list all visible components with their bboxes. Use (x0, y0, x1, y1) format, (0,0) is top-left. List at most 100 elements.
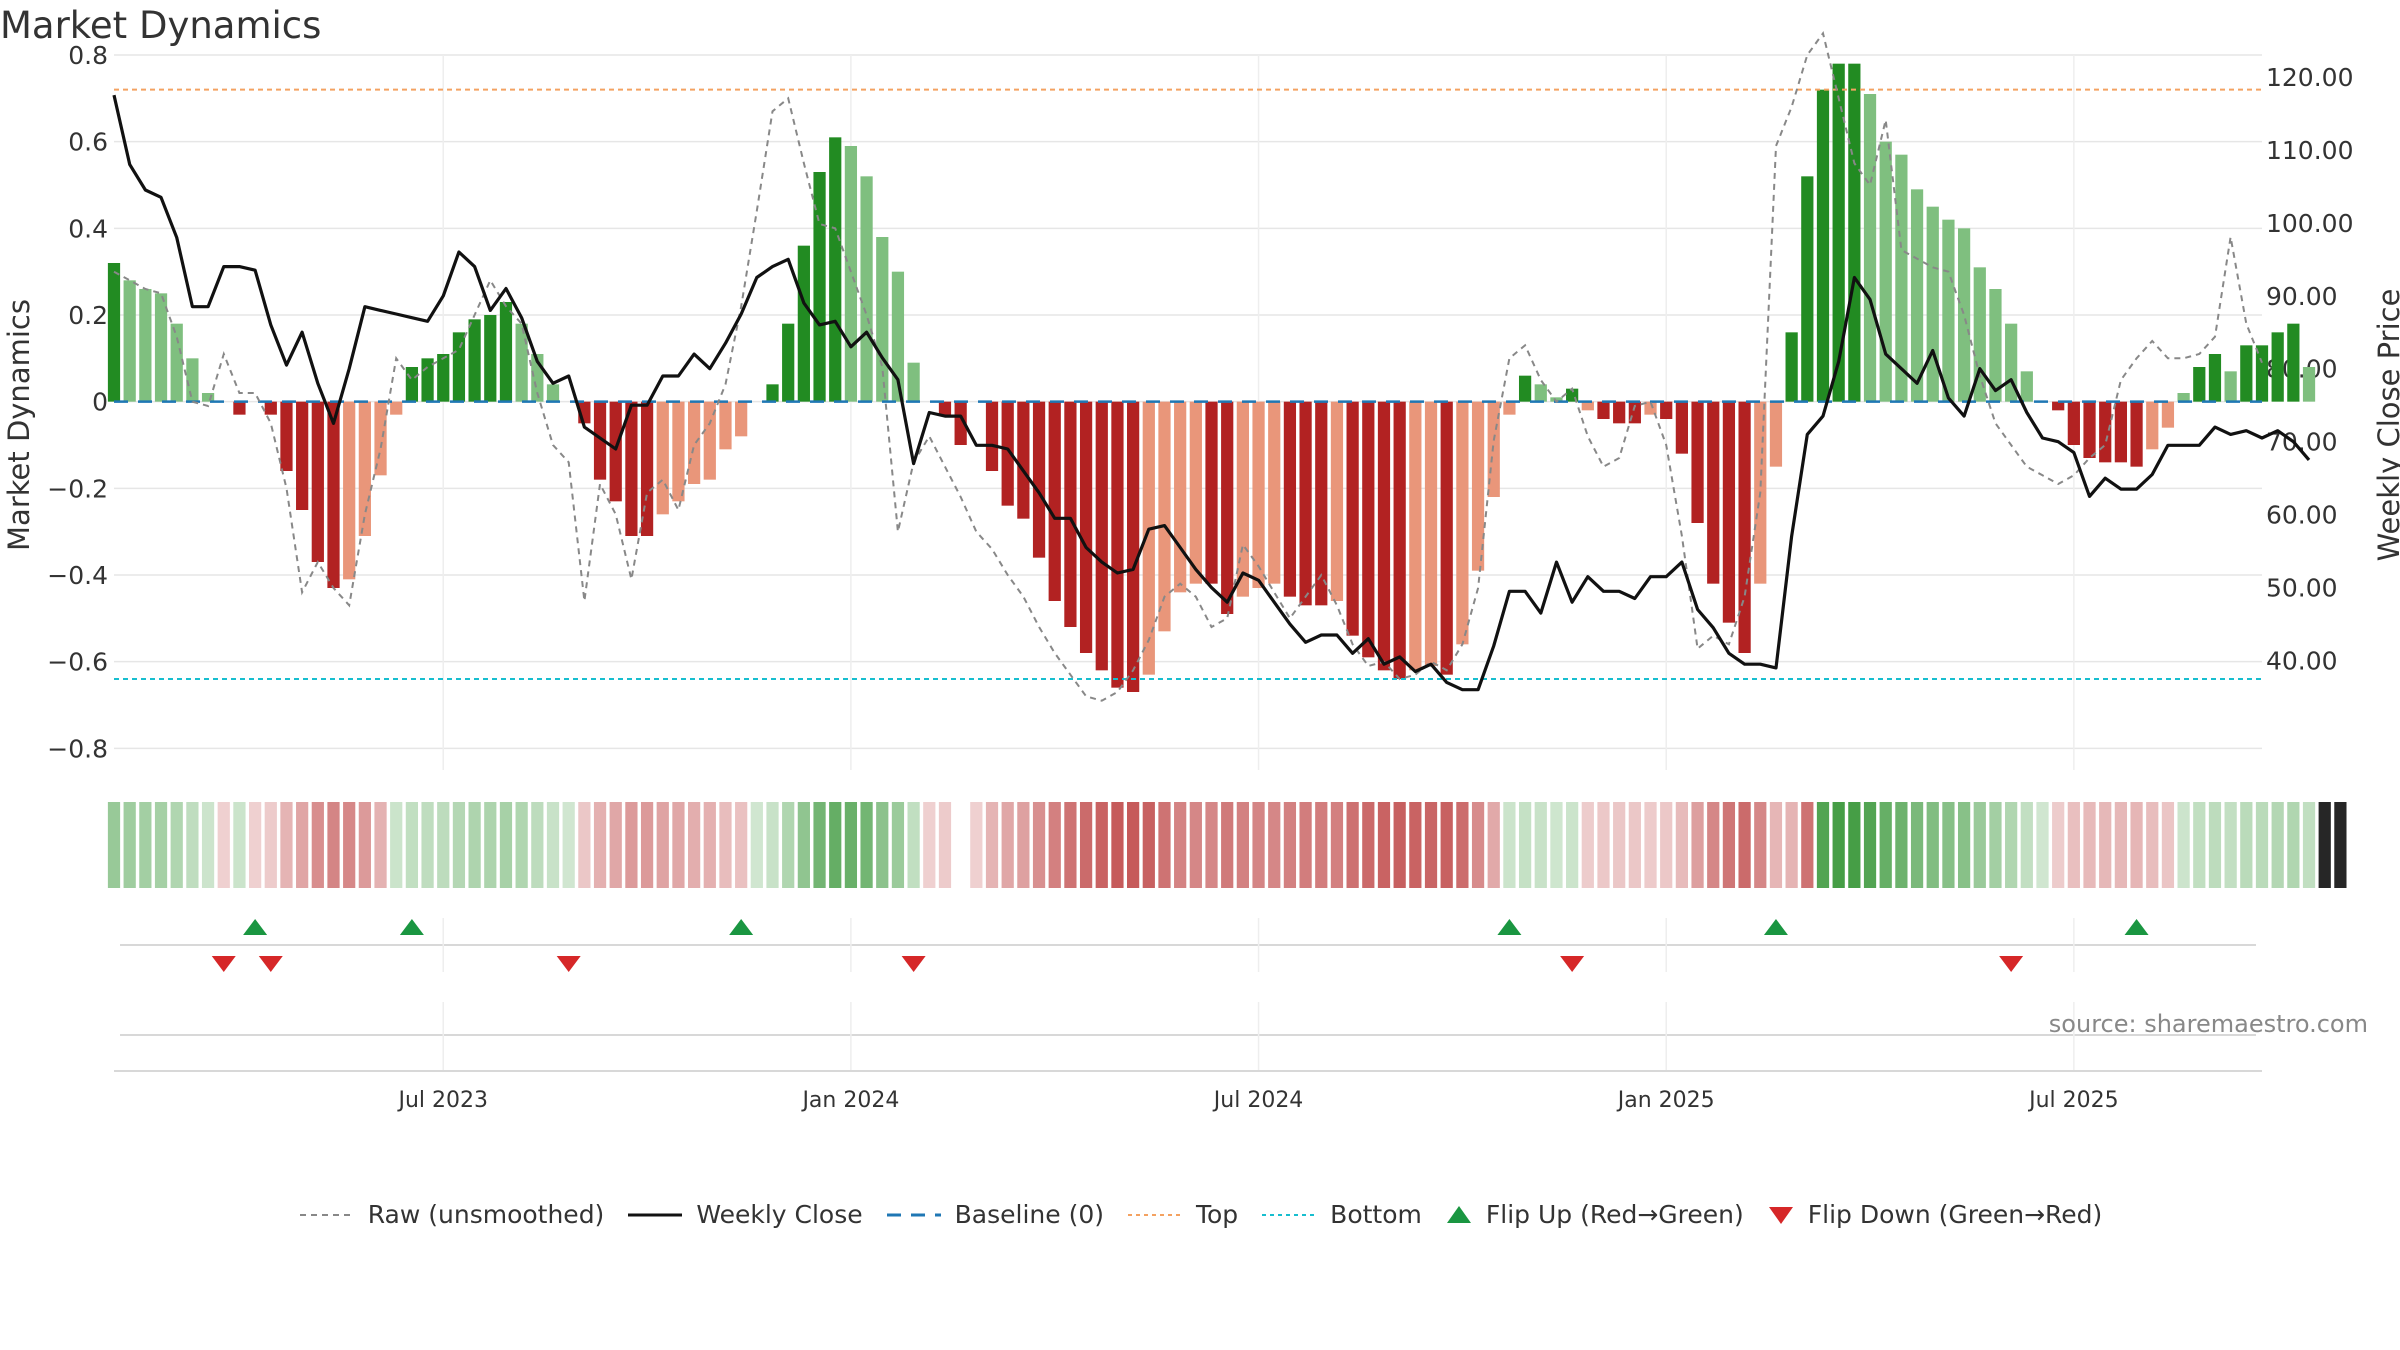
momentum-bar (672, 401, 685, 502)
legend-item-raw: Raw (unsmoothed) (298, 1200, 604, 1229)
regime-cell (468, 802, 481, 888)
regime-cell (1236, 802, 1249, 888)
regime-cell (2193, 802, 2206, 888)
momentum-bar (2020, 371, 2033, 402)
momentum-bar (1221, 401, 1234, 614)
regime-cell (1675, 802, 1688, 888)
regime-cell (1989, 802, 2002, 888)
momentum-bar (1205, 401, 1218, 584)
regime-cell (2271, 802, 2284, 888)
momentum-bar (1001, 401, 1014, 506)
legend-item-flip-down: Flip Down (Green→Red) (1766, 1200, 2102, 1229)
regime-cell (2052, 802, 2065, 888)
momentum-bar (1252, 401, 1265, 588)
momentum-bar (1660, 401, 1673, 419)
regime-cell (233, 802, 246, 888)
flip-down-marker (1999, 956, 2024, 972)
right-tick-label: 90.00 (2266, 282, 2338, 311)
regime-cell (1221, 802, 1234, 888)
regime-cell (1142, 802, 1155, 888)
momentum-bar (891, 271, 905, 402)
regime-cell (1487, 802, 1500, 888)
momentum-bar (374, 401, 387, 476)
regime-cell (1440, 802, 1453, 888)
regime-cell (907, 802, 920, 888)
regime-cell (1644, 802, 1657, 888)
regime-cell (2177, 802, 2190, 888)
x-tick-label: Jul 2024 (1212, 1088, 1304, 1113)
regime-cell (782, 802, 795, 888)
momentum-bar (1910, 189, 1924, 402)
flip-up-marker (729, 919, 754, 935)
momentum-bar (1534, 384, 1547, 402)
momentum-bar (170, 323, 183, 402)
regime-cell (107, 802, 121, 888)
momentum-bar (1989, 289, 2002, 402)
momentum-bar (656, 401, 669, 515)
momentum-bar (1111, 401, 1124, 688)
regime-cell (1597, 802, 1610, 888)
raw-line (113, 30, 2263, 702)
momentum-bar (1848, 63, 1861, 402)
left-tick-label: 0 (92, 388, 108, 417)
regime-cell (640, 802, 654, 888)
momentum-bar (1377, 401, 1391, 671)
momentum-bar (954, 401, 967, 445)
regime-cell (1127, 802, 1140, 888)
flip-up-marker (243, 919, 268, 935)
momentum-bar (688, 401, 701, 484)
momentum-bar (2302, 367, 2316, 402)
flip-down-marker (258, 956, 283, 972)
momentum-bar (907, 362, 920, 402)
flip-down-marker (1560, 956, 1585, 972)
momentum-bar (201, 393, 215, 402)
regime-cell (1785, 802, 1798, 888)
momentum-bar (1816, 89, 1830, 402)
regime-cell (2067, 802, 2080, 888)
momentum-bar (1299, 401, 1312, 606)
regime-cell (1832, 802, 1845, 888)
regime-cell (1738, 802, 1751, 888)
momentum-bar (609, 401, 622, 502)
momentum-bar (1079, 401, 1093, 653)
momentum-bar (1158, 401, 1171, 632)
regime-cell (876, 802, 889, 888)
regime-cell (1848, 802, 1861, 888)
regime-cell (1613, 802, 1626, 888)
regime-cell (296, 802, 309, 888)
flip-up-marker (1497, 919, 1522, 935)
momentum-bar (2177, 393, 2190, 402)
momentum-bar (233, 401, 246, 415)
regime-cell (2020, 802, 2033, 888)
regime-cell (2302, 802, 2316, 888)
momentum-bar (280, 401, 293, 471)
momentum-bar (1393, 401, 1406, 679)
momentum-bar (1722, 401, 1736, 623)
momentum-bar (1032, 401, 1046, 558)
regime-cell (970, 802, 983, 888)
regime-cell (844, 802, 858, 888)
regime-cell (891, 802, 905, 888)
momentum-bar (1409, 401, 1422, 671)
right-tick-label: 50.00 (2266, 574, 2338, 603)
momentum-bar (703, 401, 716, 480)
right-tick-label: 60.00 (2266, 501, 2338, 530)
regime-cell (311, 802, 324, 888)
momentum-bar (2193, 367, 2206, 402)
momentum-bar (437, 354, 450, 402)
momentum-bar (452, 332, 466, 402)
regime-cell (1581, 802, 1594, 888)
regime-cell (1471, 802, 1485, 888)
momentum-bar (985, 401, 999, 471)
momentum-bar (1613, 401, 1626, 424)
regime-cell (2099, 802, 2112, 888)
momentum-bar (813, 172, 826, 402)
right-axis-title: Weekly Close Price (2372, 288, 2400, 562)
regime-cell (562, 802, 575, 888)
regime-cell (625, 802, 638, 888)
regime-cell (1660, 802, 1673, 888)
regime-cell (139, 802, 152, 888)
regime-cell (656, 802, 669, 888)
momentum-bar (1769, 401, 1783, 467)
